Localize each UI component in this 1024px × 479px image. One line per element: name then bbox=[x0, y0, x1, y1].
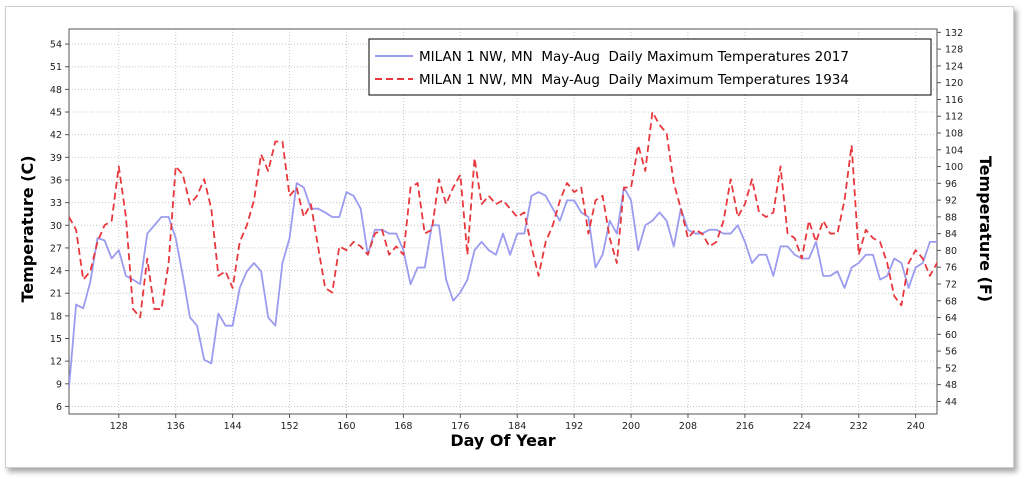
temperature-chart: 6 9 12 15 18 21 24 27 30 33 36 39 42 45 48 51 54 44 48 52 5… bbox=[18, 28, 995, 450]
y2-tick-label: 132 bbox=[945, 28, 963, 39]
y2-tick-label: 124 bbox=[945, 61, 963, 72]
x-tick-label: 216 bbox=[736, 421, 754, 432]
y2-tick-label: 104 bbox=[945, 145, 963, 156]
x-tick-label: 176 bbox=[451, 421, 469, 432]
y2-tick-label: 100 bbox=[945, 162, 963, 173]
y-tick-label: 18 bbox=[50, 311, 62, 322]
x-tick-label: 144 bbox=[224, 421, 242, 432]
y2-tick-label: 60 bbox=[945, 330, 957, 341]
y2-tick-label: 48 bbox=[945, 380, 957, 391]
y-tick-label: 36 bbox=[50, 175, 62, 186]
y2-tick-label: 76 bbox=[945, 263, 957, 274]
y-axis-left-label: Temperature (C) bbox=[18, 155, 37, 302]
y-tick-label: 42 bbox=[50, 130, 62, 141]
y-tick-label: 24 bbox=[50, 266, 62, 277]
x-tick-label: 200 bbox=[622, 421, 640, 432]
y2-tick-label: 64 bbox=[945, 313, 957, 324]
y2-tick-label: 96 bbox=[945, 179, 957, 190]
y2-tick-label: 92 bbox=[945, 196, 957, 207]
plot-border bbox=[68, 28, 938, 415]
y-axis-right-label: Temperature (F) bbox=[976, 156, 995, 302]
y-tick-label: 45 bbox=[50, 108, 62, 119]
y2-tick-label: 120 bbox=[945, 78, 963, 89]
y2-tick-label: 80 bbox=[945, 246, 957, 257]
legend-entry-2: MILAN 1 NW, MN May-Aug Daily Maximum Tem… bbox=[419, 72, 849, 88]
y2-tick-label: 44 bbox=[945, 397, 957, 408]
y2-tick-label: 52 bbox=[945, 363, 957, 374]
x-tick-label: 184 bbox=[508, 421, 526, 432]
y2-tick-label: 112 bbox=[945, 112, 963, 123]
y2-tick-label: 84 bbox=[945, 229, 957, 240]
y-tick-label: 33 bbox=[50, 198, 62, 209]
y-tick-label: 15 bbox=[50, 334, 62, 345]
y2-tick-label: 108 bbox=[945, 129, 963, 140]
x-tick-label: 208 bbox=[679, 421, 697, 432]
chart-frame: 6 9 12 15 18 21 24 27 30 33 36 39 42 45 48 51 54 44 48 52 5… bbox=[5, 6, 1014, 468]
series-line-2 bbox=[69, 111, 937, 319]
y-tick-label: 39 bbox=[50, 153, 62, 164]
y-tick-label: 30 bbox=[50, 221, 62, 232]
x-axis-label: Day Of Year bbox=[450, 431, 555, 450]
x-tick-label: 128 bbox=[110, 421, 128, 432]
y-tick-label: 6 bbox=[56, 402, 62, 413]
y2-tick-label: 68 bbox=[945, 296, 957, 307]
y-tick-label: 27 bbox=[50, 243, 62, 254]
y-tick-label: 54 bbox=[50, 40, 62, 51]
y-tick-label: 48 bbox=[50, 85, 62, 96]
legend-entry-1: MILAN 1 NW, MN May-Aug Daily Maximum Tem… bbox=[419, 49, 849, 65]
y-tick-label: 21 bbox=[50, 289, 62, 300]
y2-tick-label: 72 bbox=[945, 279, 957, 290]
y-tick-label: 12 bbox=[50, 357, 62, 368]
y2-tick-label: 88 bbox=[945, 212, 957, 223]
x-tick-label: 192 bbox=[565, 421, 583, 432]
x-tick-label: 240 bbox=[907, 421, 925, 432]
x-tick-label: 160 bbox=[337, 421, 355, 432]
x-tick-label: 136 bbox=[167, 421, 185, 432]
x-tick-label: 224 bbox=[793, 421, 811, 432]
y2-tick-label: 116 bbox=[945, 95, 963, 106]
x-tick-label: 232 bbox=[850, 421, 868, 432]
y2-tick-label: 56 bbox=[945, 347, 957, 358]
x-tick-label: 152 bbox=[280, 421, 298, 432]
legend-box bbox=[368, 38, 932, 96]
y-tick-label: 51 bbox=[50, 62, 62, 73]
series-line-1 bbox=[69, 182, 937, 388]
y2-tick-label: 128 bbox=[945, 45, 963, 56]
y-tick-label: 9 bbox=[56, 379, 62, 390]
x-tick-label: 168 bbox=[394, 421, 412, 432]
